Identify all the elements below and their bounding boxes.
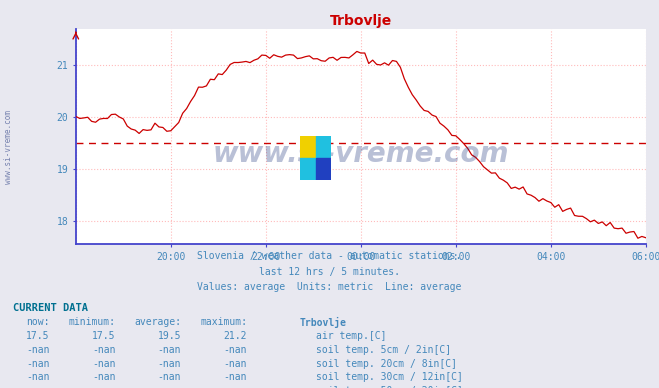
Text: -nan: -nan [223, 359, 247, 369]
Bar [300, 136, 316, 158]
Text: -nan: -nan [223, 372, 247, 383]
Text: -nan: -nan [92, 386, 115, 388]
Text: -nan: -nan [26, 359, 49, 369]
Text: -nan: -nan [158, 372, 181, 383]
Text: -nan: -nan [158, 345, 181, 355]
Text: www.si-vreme.com: www.si-vreme.com [4, 111, 13, 184]
Text: last 12 hrs / 5 minutes.: last 12 hrs / 5 minutes. [259, 267, 400, 277]
Bar [300, 158, 316, 180]
Text: soil temp. 20cm / 8in[C]: soil temp. 20cm / 8in[C] [316, 359, 457, 369]
Text: -nan: -nan [92, 359, 115, 369]
Text: air temp.[C]: air temp.[C] [316, 331, 387, 341]
Text: 17.5: 17.5 [92, 331, 115, 341]
Text: -nan: -nan [158, 359, 181, 369]
Text: -nan: -nan [92, 345, 115, 355]
Text: -nan: -nan [223, 345, 247, 355]
Text: Values: average  Units: metric  Line: average: Values: average Units: metric Line: aver… [197, 282, 462, 293]
Text: -nan: -nan [158, 386, 181, 388]
Text: Slovenia / weather data - automatic stations.: Slovenia / weather data - automatic stat… [197, 251, 462, 262]
Text: minimum:: minimum: [69, 317, 115, 327]
Text: average:: average: [134, 317, 181, 327]
Title: Trbovlje: Trbovlje [330, 14, 392, 28]
Text: -nan: -nan [223, 386, 247, 388]
Text: soil temp. 50cm / 20in[C]: soil temp. 50cm / 20in[C] [316, 386, 463, 388]
Text: -nan: -nan [26, 345, 49, 355]
Text: Trbovlje: Trbovlje [300, 317, 347, 328]
Text: -nan: -nan [26, 372, 49, 383]
Bar [316, 158, 331, 180]
Text: soil temp. 5cm / 2in[C]: soil temp. 5cm / 2in[C] [316, 345, 451, 355]
Text: -nan: -nan [26, 386, 49, 388]
Text: 21.2: 21.2 [223, 331, 247, 341]
Text: now:: now: [26, 317, 49, 327]
Text: 19.5: 19.5 [158, 331, 181, 341]
Text: CURRENT DATA: CURRENT DATA [13, 303, 88, 314]
Text: -nan: -nan [92, 372, 115, 383]
Text: 17.5: 17.5 [26, 331, 49, 341]
Text: maximum:: maximum: [200, 317, 247, 327]
Text: soil temp. 30cm / 12in[C]: soil temp. 30cm / 12in[C] [316, 372, 463, 383]
Text: www.si-vreme.com: www.si-vreme.com [213, 140, 509, 168]
Bar [316, 136, 331, 158]
